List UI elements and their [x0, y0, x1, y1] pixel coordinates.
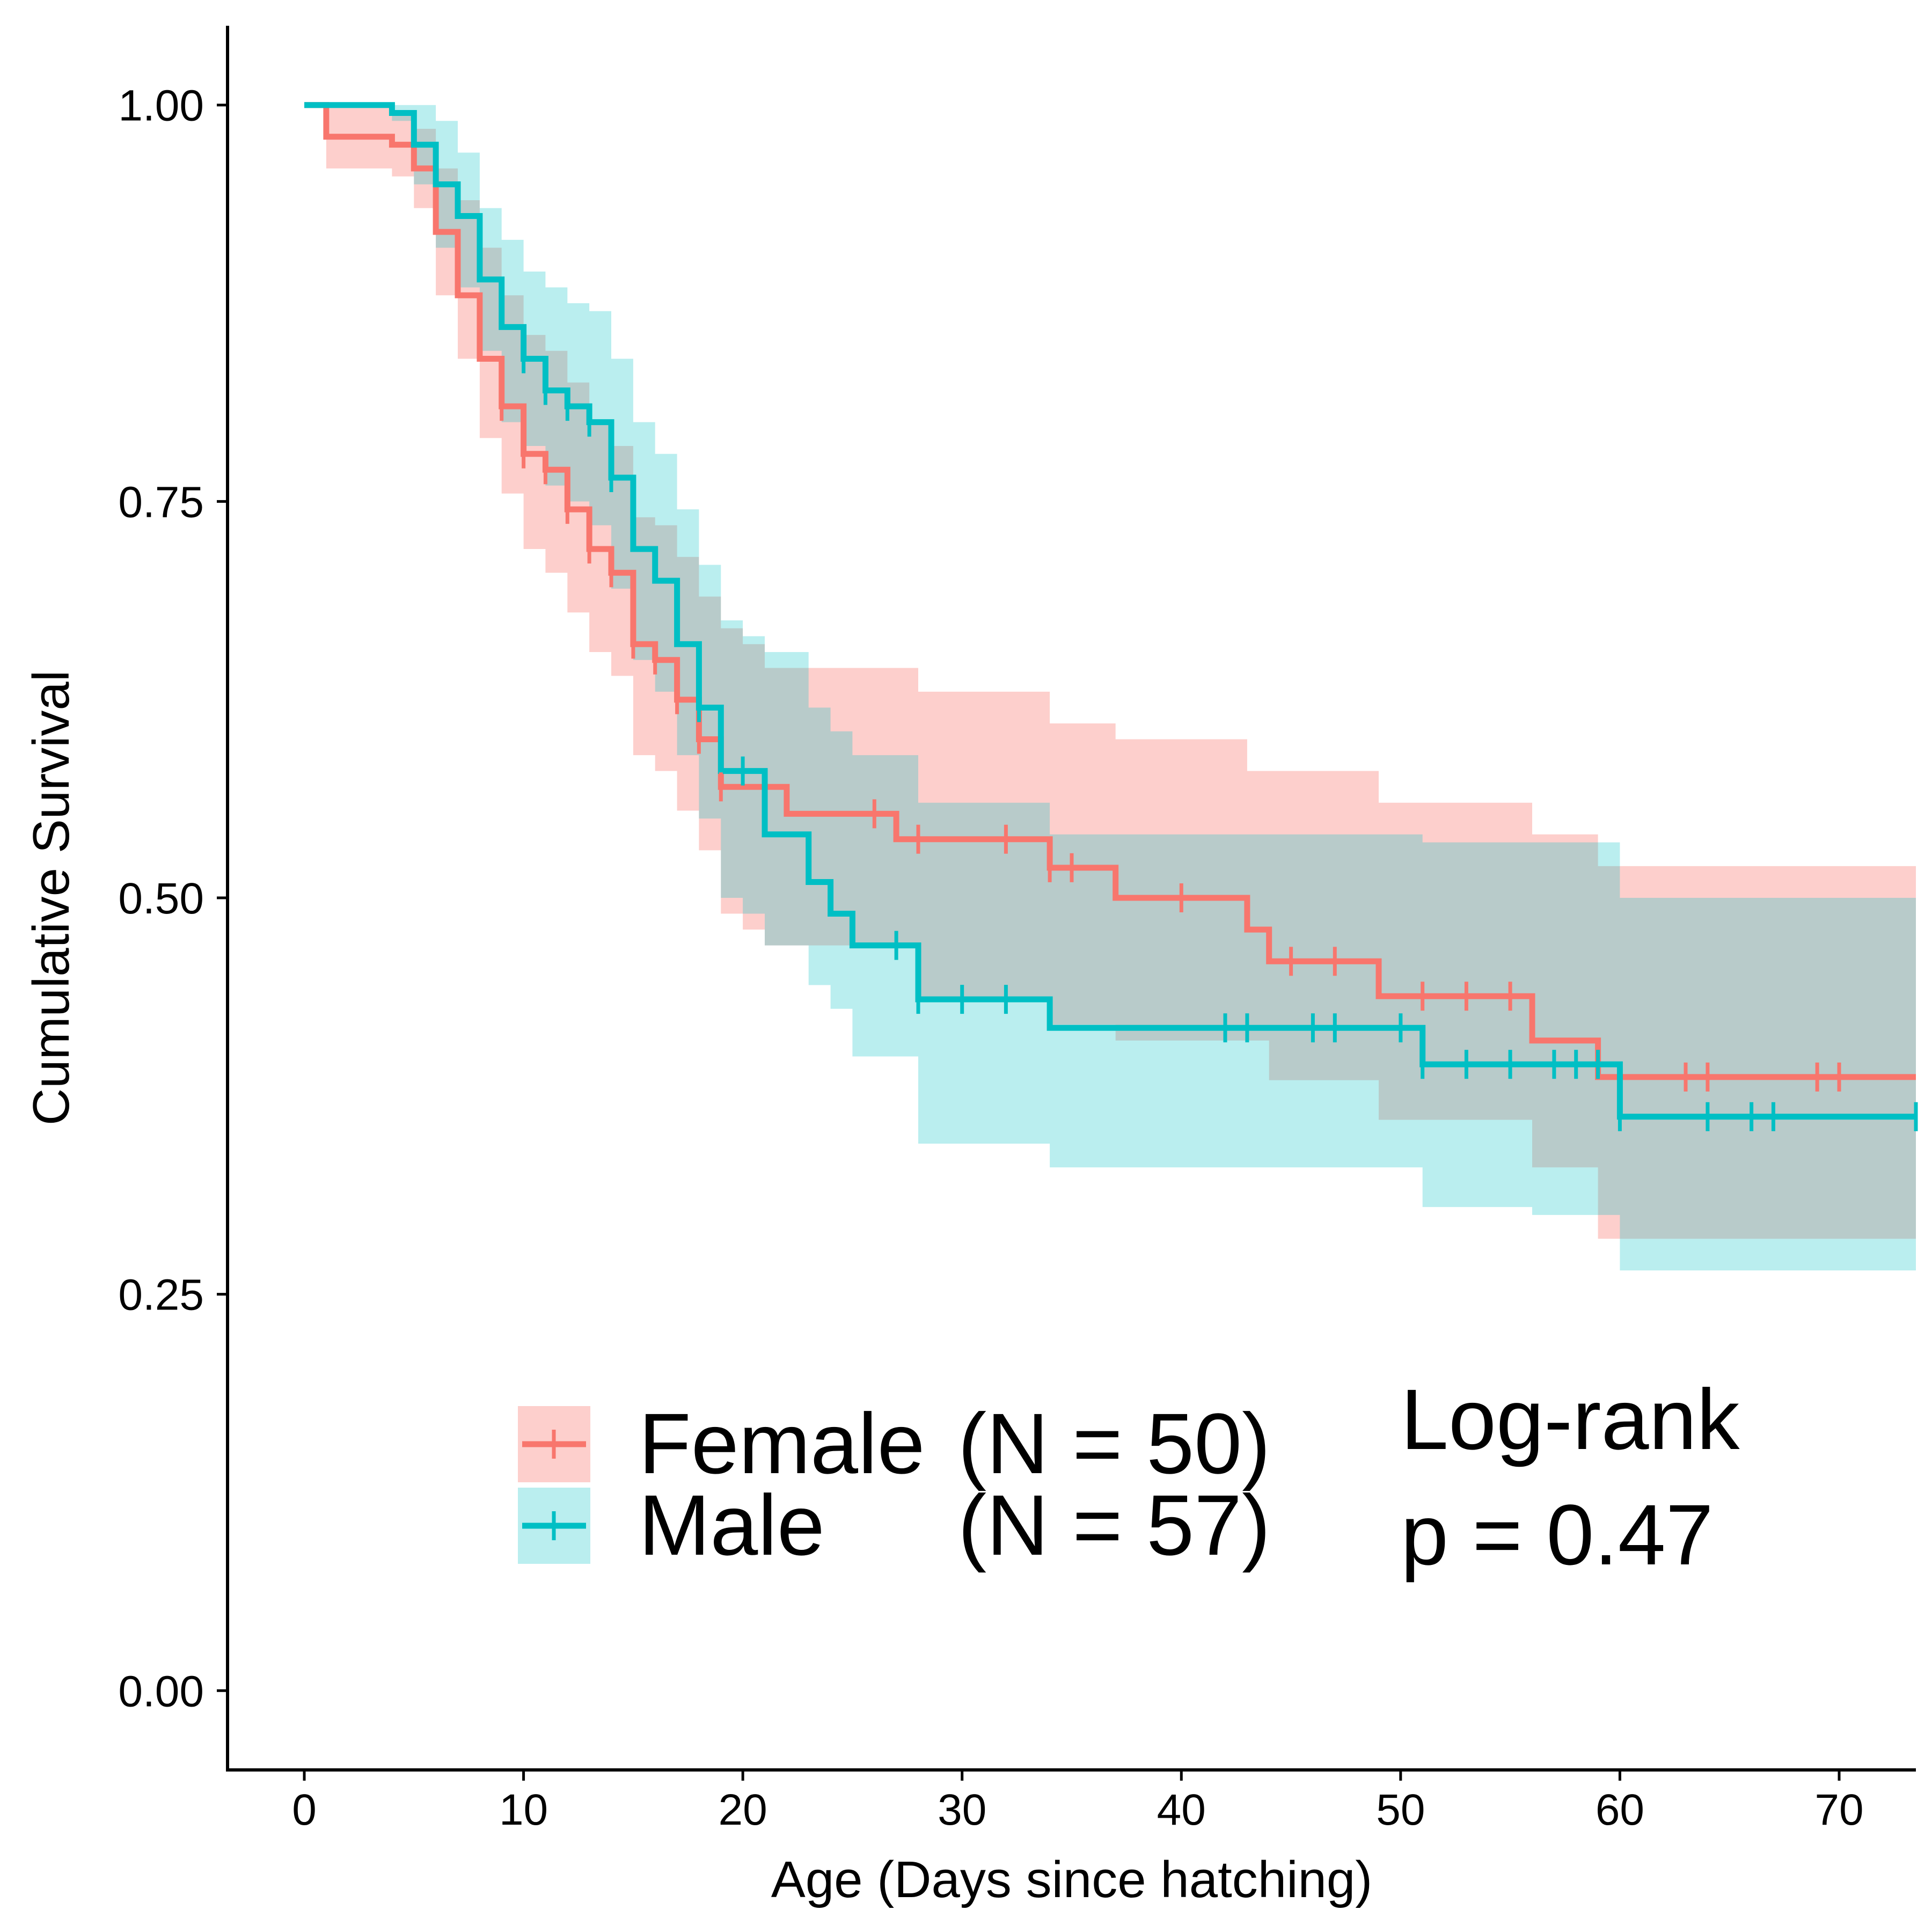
legend-n-male: (N = 57) [958, 1477, 1270, 1573]
x-tick-label: 10 [499, 1785, 548, 1834]
logrank-title: Log-rank [1401, 1371, 1740, 1467]
y-tick-label: 1.00 [118, 82, 204, 130]
x-axis: 0 10 20 30 40 50 60 70 [226, 1768, 1916, 1834]
survival-curve-female [304, 102, 1916, 1080]
confidence-band-male [304, 105, 1916, 1271]
legend-n-female: (N = 50) [958, 1395, 1270, 1491]
y-tick-label: 0.75 [118, 478, 204, 526]
y-axis-ticks: 0.00 0.25 0.50 0.75 1.00 [118, 82, 228, 1716]
legend-label-female: Female [639, 1395, 925, 1491]
x-tick-label: 30 [938, 1785, 986, 1834]
x-tick-label: 70 [1814, 1785, 1863, 1834]
legend-item-female: Female (N = 50) [518, 1395, 1270, 1491]
x-axis-ticks: 0 10 20 30 40 50 60 70 [292, 1770, 1864, 1834]
x-tick-label: 40 [1157, 1785, 1206, 1834]
logrank-p-value: p = 0.47 [1401, 1487, 1714, 1583]
y-axis: 0.00 0.25 0.50 0.75 1.00 [118, 26, 229, 1770]
x-tick-label: 0 [292, 1785, 317, 1834]
survival-curves [304, 102, 1916, 1120]
survival-curve-male [304, 102, 1916, 1120]
logrank-annotation: Log-rank p = 0.47 [1401, 1371, 1740, 1583]
plot-panel [304, 102, 1918, 1271]
x-axis-title: Age (Days since hatching) [771, 1851, 1373, 1908]
censor-marks [500, 344, 1918, 1131]
legend-label-male: Male [639, 1477, 825, 1573]
x-tick-label: 60 [1596, 1785, 1644, 1834]
y-tick-label: 0.00 [118, 1667, 204, 1716]
y-tick-label: 0.25 [118, 1271, 204, 1320]
confidence-bands [304, 105, 1916, 1271]
legend: Female (N = 50) Male (N = 57) [518, 1395, 1270, 1573]
confidence-band-female [304, 105, 1916, 1239]
x-tick-label: 50 [1376, 1785, 1425, 1834]
y-axis-title: Cumulative Survival [23, 670, 80, 1125]
legend-item-male: Male (N = 57) [518, 1477, 1270, 1573]
y-tick-label: 0.50 [118, 874, 204, 923]
x-tick-label: 20 [719, 1785, 767, 1834]
